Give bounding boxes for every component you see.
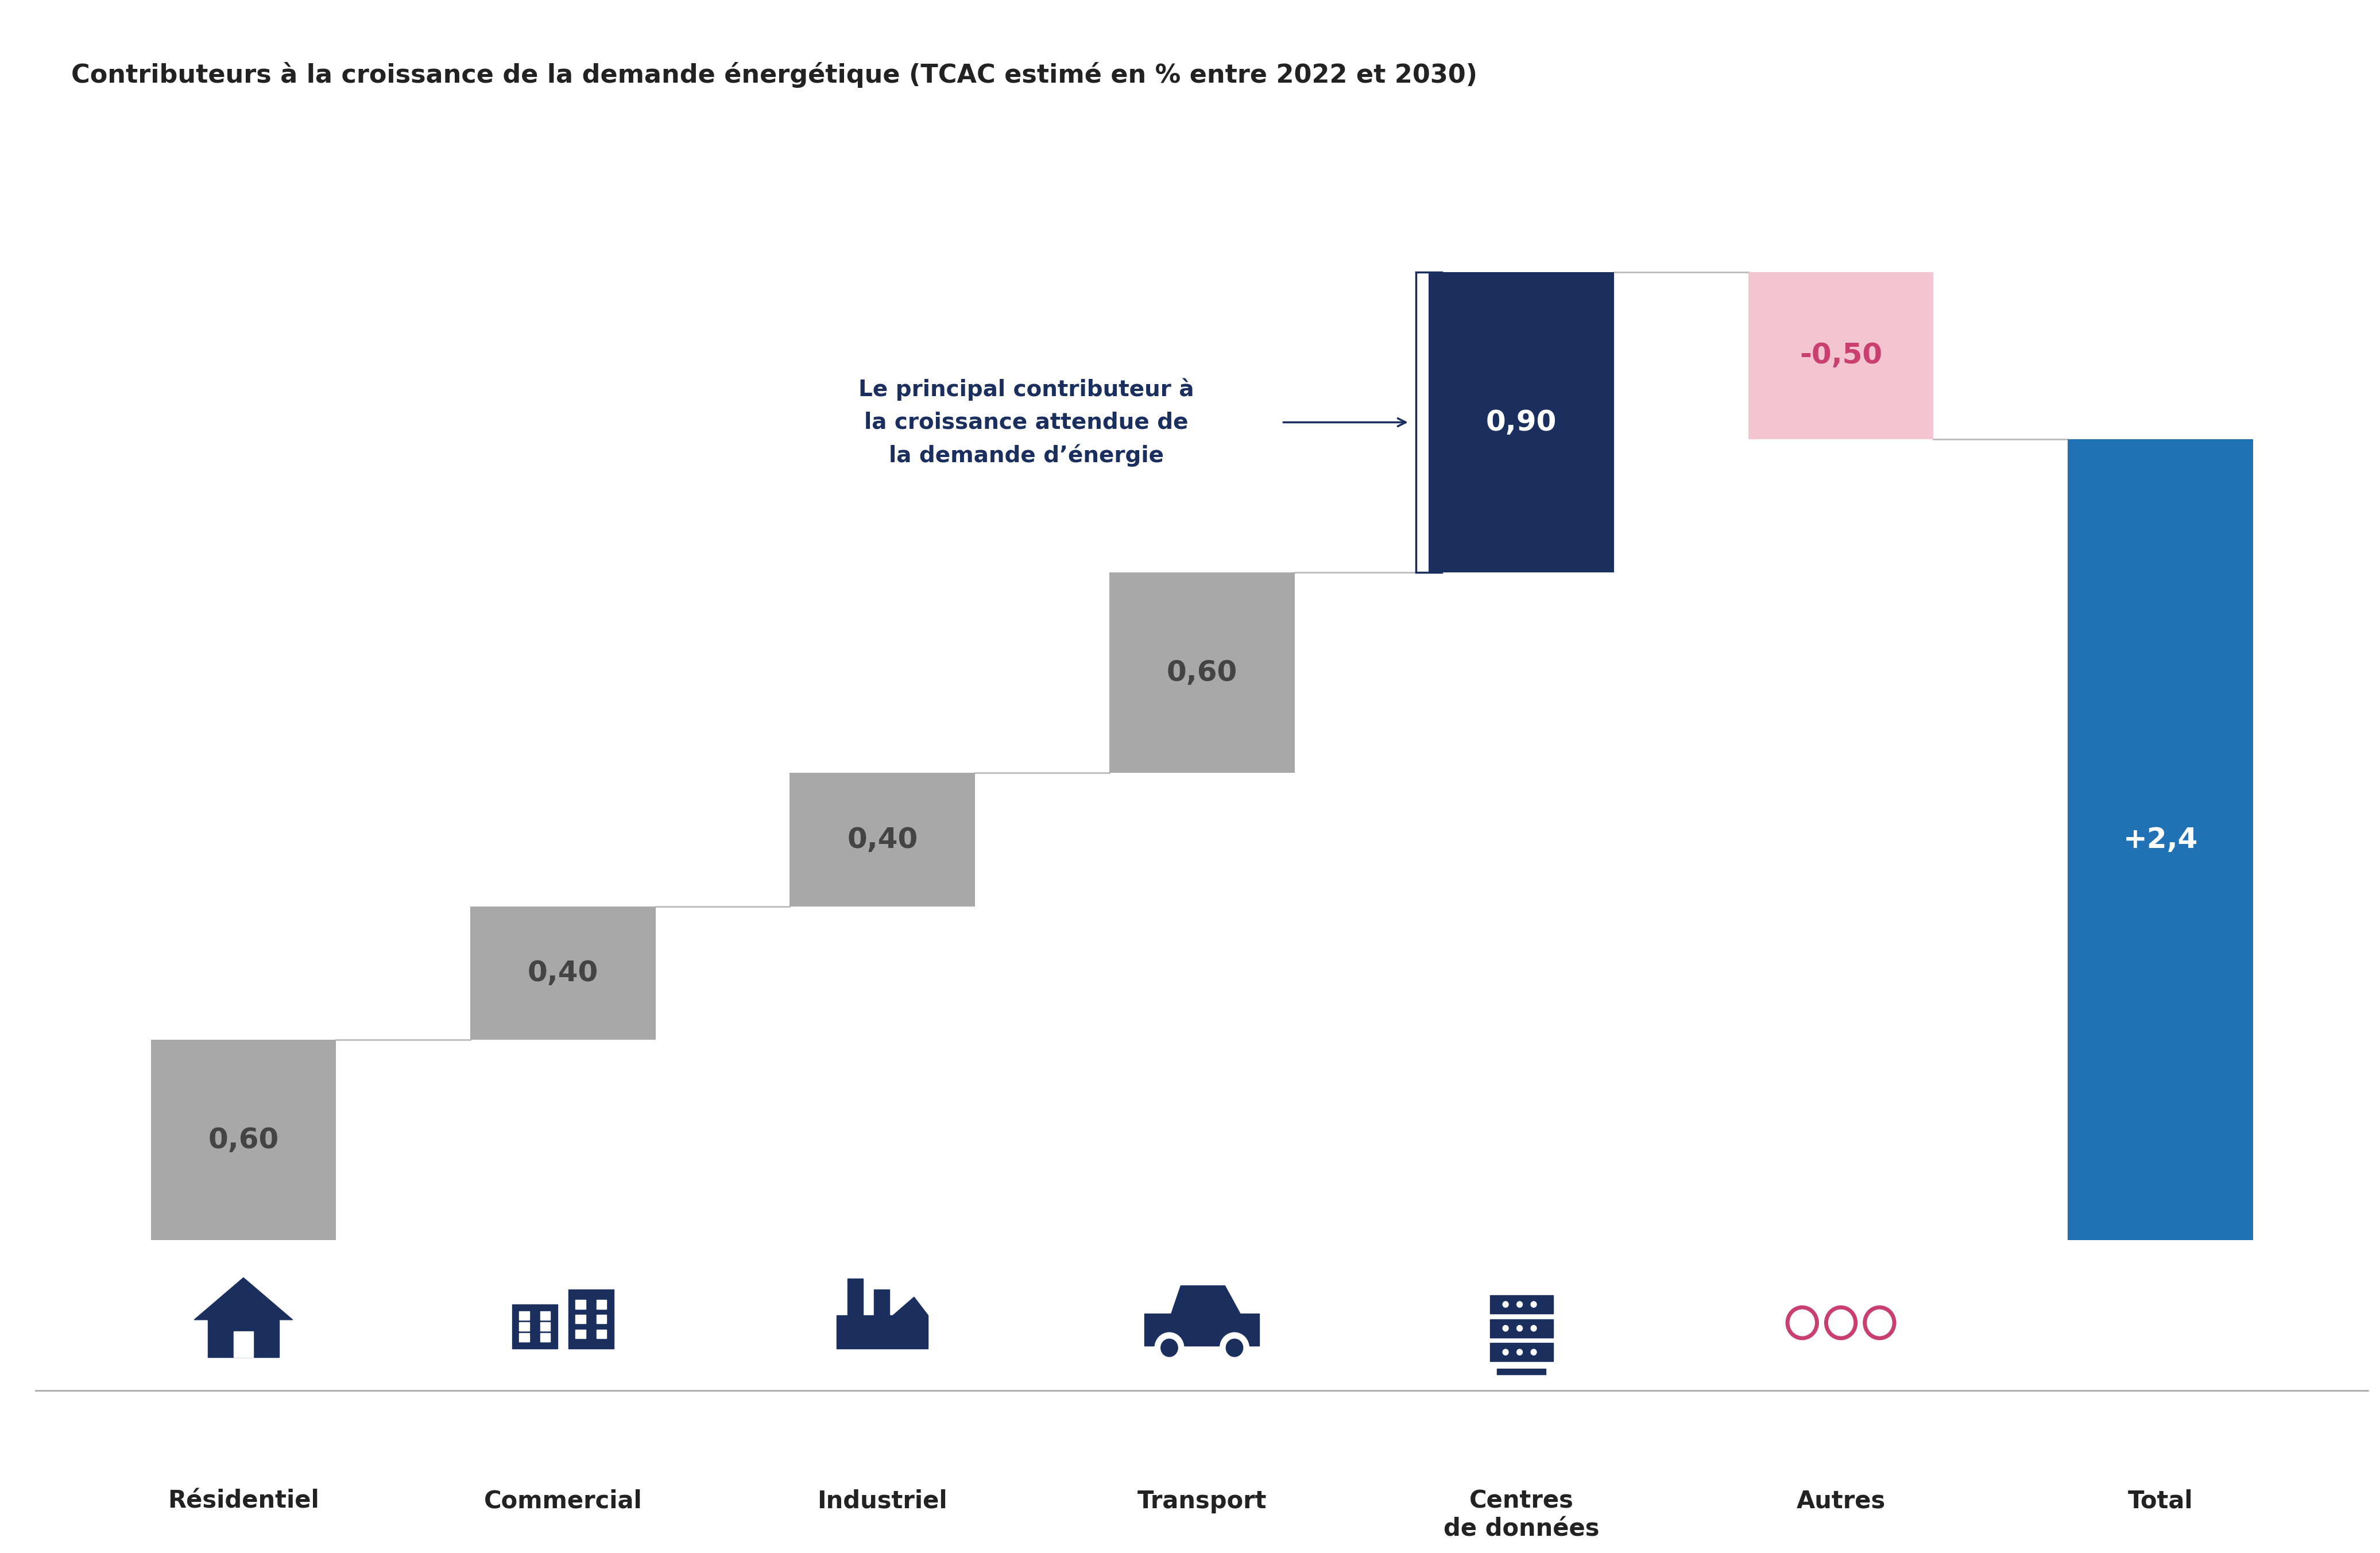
- Circle shape: [1221, 1332, 1250, 1364]
- Polygon shape: [576, 1300, 585, 1309]
- Bar: [2068, 439, 2254, 1241]
- Polygon shape: [1509, 1399, 1533, 1407]
- Text: 0,40: 0,40: [528, 960, 597, 988]
- Polygon shape: [892, 1297, 928, 1315]
- Polygon shape: [233, 1331, 252, 1357]
- Polygon shape: [519, 1332, 528, 1342]
- Bar: [1428, 272, 1614, 573]
- Polygon shape: [576, 1315, 585, 1323]
- Circle shape: [1516, 1350, 1523, 1356]
- Polygon shape: [540, 1311, 550, 1320]
- Polygon shape: [838, 1315, 928, 1348]
- Polygon shape: [1145, 1314, 1259, 1346]
- Circle shape: [1530, 1350, 1537, 1356]
- Bar: [471, 907, 654, 1041]
- Circle shape: [1502, 1325, 1509, 1331]
- Polygon shape: [1497, 1368, 1547, 1374]
- Polygon shape: [597, 1300, 607, 1309]
- Circle shape: [1516, 1301, 1523, 1308]
- Polygon shape: [540, 1322, 550, 1331]
- Circle shape: [1154, 1332, 1183, 1364]
- Polygon shape: [207, 1320, 278, 1357]
- Polygon shape: [597, 1315, 607, 1323]
- Polygon shape: [195, 1278, 293, 1320]
- Text: 0,60: 0,60: [207, 1126, 278, 1154]
- Polygon shape: [569, 1289, 614, 1348]
- Bar: [790, 773, 976, 907]
- Polygon shape: [519, 1322, 528, 1331]
- Polygon shape: [540, 1332, 550, 1342]
- Polygon shape: [873, 1289, 890, 1315]
- Polygon shape: [597, 1329, 607, 1339]
- Circle shape: [1502, 1301, 1509, 1308]
- Polygon shape: [1490, 1295, 1554, 1314]
- Polygon shape: [1490, 1318, 1554, 1337]
- Circle shape: [1530, 1301, 1537, 1308]
- Text: Contributeurs à la croissance de la demande énergétique (TCAC estimé en % entre : Contributeurs à la croissance de la dema…: [71, 62, 1478, 89]
- Circle shape: [1161, 1339, 1178, 1357]
- Polygon shape: [1171, 1286, 1240, 1314]
- Polygon shape: [847, 1278, 864, 1315]
- Polygon shape: [576, 1329, 585, 1339]
- Bar: [1109, 573, 1295, 773]
- Polygon shape: [512, 1305, 557, 1348]
- Text: 0,60: 0,60: [1166, 658, 1238, 686]
- Text: 0,40: 0,40: [847, 826, 919, 854]
- Circle shape: [1516, 1325, 1523, 1331]
- Circle shape: [1226, 1339, 1242, 1357]
- Polygon shape: [519, 1311, 528, 1320]
- Text: +2,4: +2,4: [2123, 826, 2197, 854]
- Circle shape: [1530, 1325, 1537, 1331]
- Bar: [1749, 272, 1933, 439]
- Text: Le principal contributeur à
la croissance attendue de
la demande d’énergie: Le principal contributeur à la croissanc…: [859, 377, 1195, 466]
- Polygon shape: [1490, 1343, 1554, 1362]
- Bar: [150, 1041, 336, 1241]
- Text: 0,90: 0,90: [1485, 408, 1557, 436]
- Circle shape: [1502, 1350, 1509, 1356]
- Text: -0,50: -0,50: [1799, 342, 1883, 370]
